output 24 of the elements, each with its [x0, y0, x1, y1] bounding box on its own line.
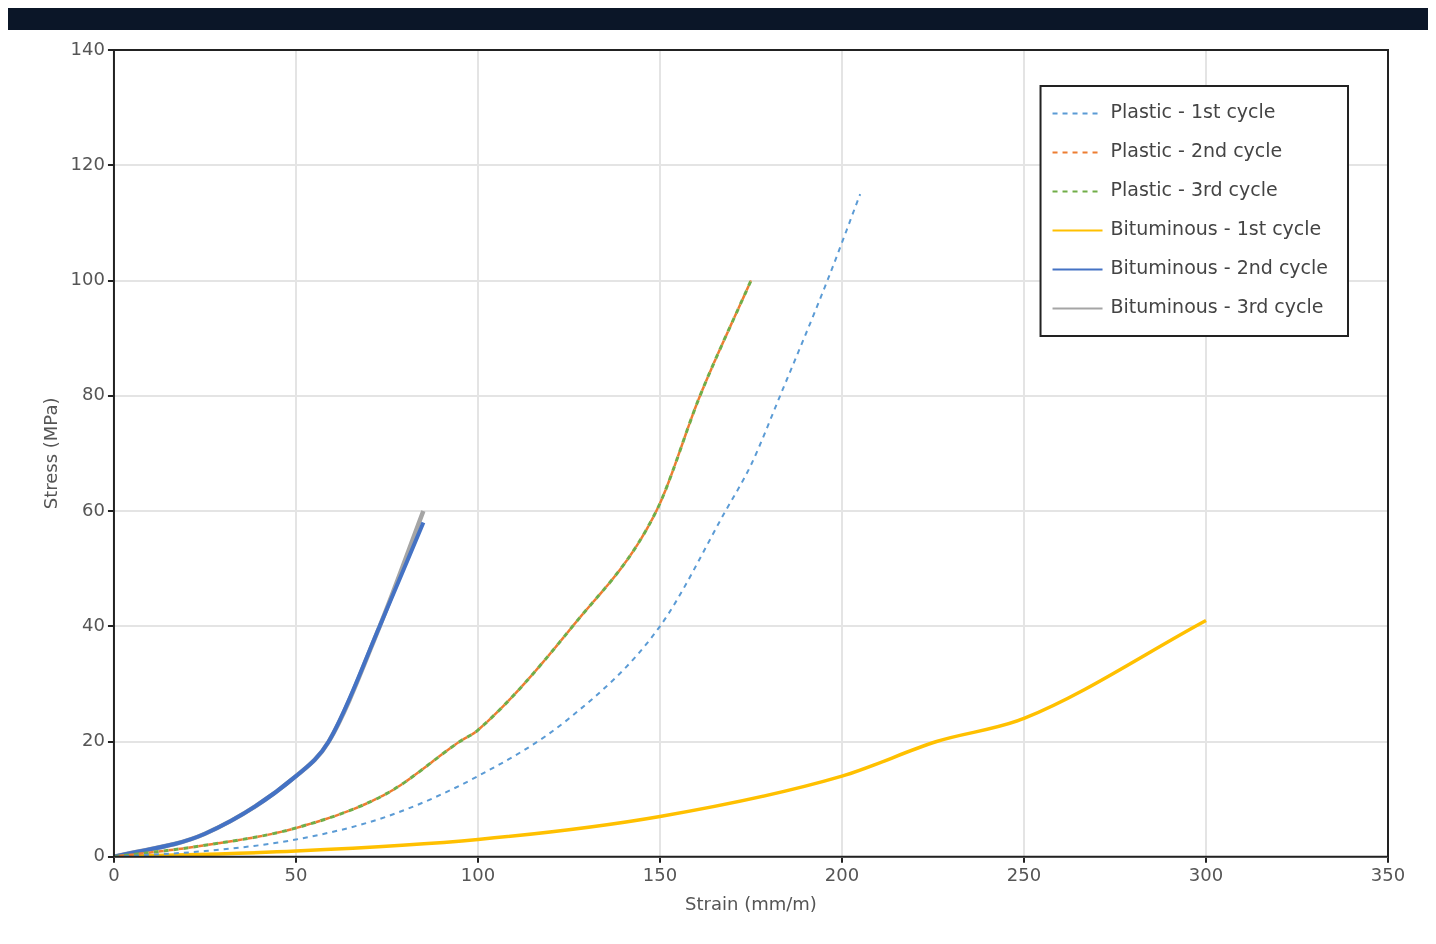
- y-tick-label: 80: [82, 383, 105, 405]
- y-tick-label: 120: [70, 152, 105, 174]
- x-tick-label: 300: [1188, 864, 1224, 886]
- y-tick-label: 40: [82, 613, 105, 635]
- x-tick-label: 100: [460, 864, 496, 886]
- y-tick-label: 100: [70, 268, 105, 290]
- y-tick-label: 60: [82, 498, 105, 520]
- legend-label: Plastic - 3rd cycle: [1110, 178, 1278, 201]
- legend-label: Bituminous - 3rd cycle: [1110, 295, 1324, 318]
- legend-label: Plastic - 1st cycle: [1110, 100, 1276, 123]
- x-tick-label: 200: [824, 864, 860, 886]
- x-tick-label: 50: [284, 864, 308, 886]
- x-tick-label: 250: [1006, 864, 1042, 886]
- x-tick-label: 0: [108, 864, 120, 886]
- x-tick-label: 150: [642, 864, 678, 886]
- x-tick-label: 350: [1370, 864, 1406, 886]
- y-tick-label: 20: [82, 729, 105, 751]
- y-axis-title: Stress (MPa): [40, 397, 62, 510]
- legend-label: Plastic - 2nd cycle: [1110, 139, 1283, 162]
- y-tick-label: 140: [70, 37, 105, 59]
- x-axis-title: Strain (mm/m): [685, 892, 817, 914]
- legend-label: Bituminous - 2nd cycle: [1110, 256, 1329, 279]
- y-tick-label: 0: [93, 844, 105, 866]
- legend-label: Bituminous - 1st cycle: [1110, 217, 1322, 240]
